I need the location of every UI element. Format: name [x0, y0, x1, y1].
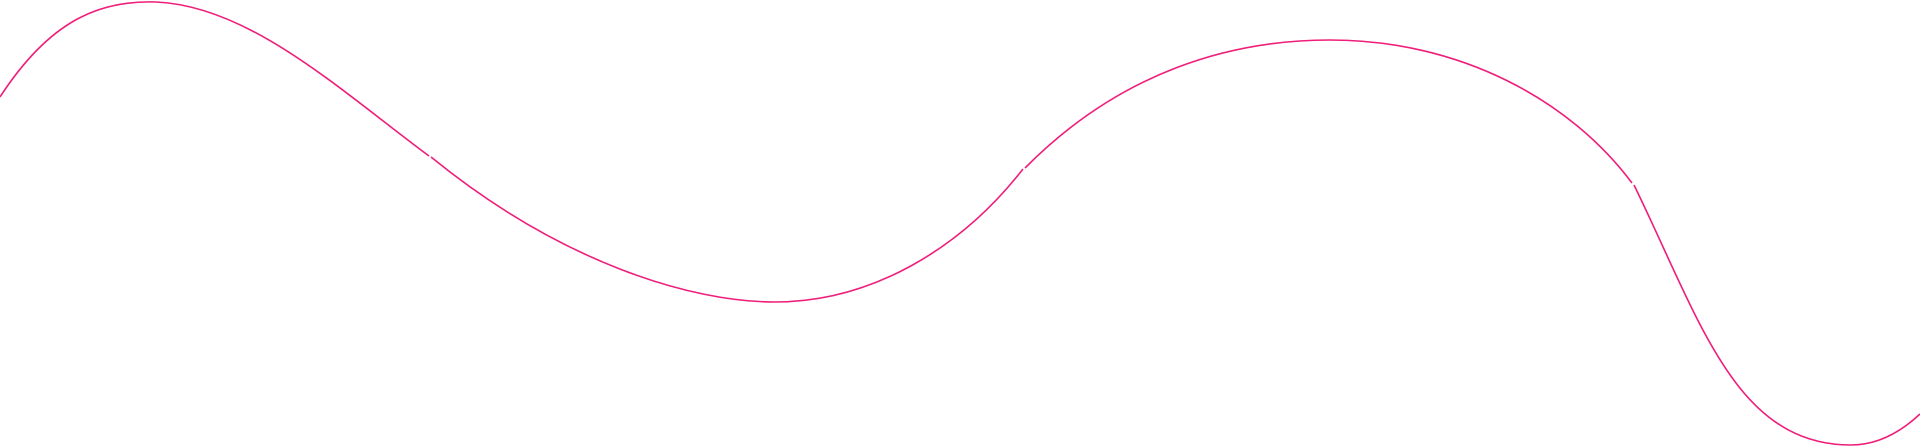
- wave-segment-4: [1633, 184, 1920, 446]
- wave-segment-2: [430, 156, 1024, 303]
- wave-segment-1: [0, 1, 430, 157]
- wave-segment-3: [1024, 39, 1633, 184]
